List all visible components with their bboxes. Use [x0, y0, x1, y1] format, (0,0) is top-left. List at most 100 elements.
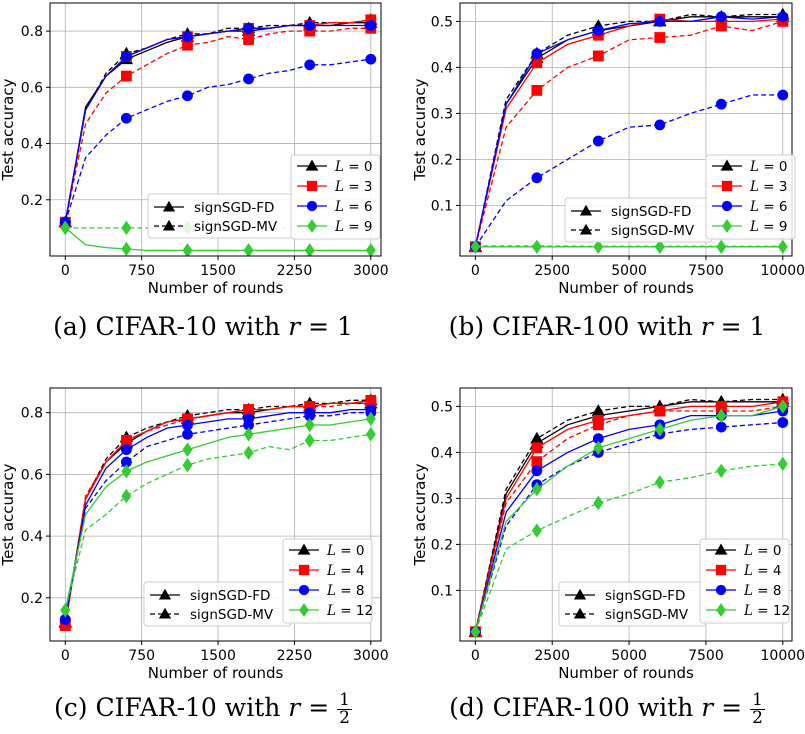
- series-line: [474, 18, 783, 247]
- caption-r-symbol: r: [701, 693, 714, 722]
- circle-marker: [715, 421, 727, 433]
- legend-box: [282, 538, 373, 624]
- caption-dataset: CIFAR-10: [95, 693, 217, 722]
- y-tick-label: 0.5: [431, 399, 453, 415]
- legend-levels: L = 0L = 4L = 8L = 12: [699, 538, 790, 624]
- diamond-marker: [593, 495, 604, 511]
- legend-equals: =: [344, 219, 364, 235]
- series-line: [474, 421, 783, 632]
- diamond-marker: [304, 243, 315, 256]
- legend-math-symbol: L: [743, 603, 753, 619]
- series-line: [64, 402, 371, 626]
- circle-marker: [531, 465, 543, 477]
- legend-equals: =: [336, 563, 356, 579]
- diamond-marker: [304, 417, 315, 433]
- caption-equals: =: [720, 312, 742, 341]
- legend-levels: L = 0L = 4L = 8L = 12: [282, 538, 373, 624]
- triangle-marker: [162, 200, 176, 212]
- circle-marker: [243, 73, 255, 85]
- series-line: [474, 398, 783, 632]
- fraction-numerator: 1: [337, 690, 352, 710]
- x-tick-label: 5000: [611, 263, 647, 279]
- legend-label: L = 6: [334, 199, 372, 215]
- axes-frame: [49, 387, 382, 642]
- legend-label: L = 12: [326, 603, 373, 619]
- fraction-denominator: 2: [752, 708, 763, 728]
- x-tick-label: 10000: [761, 263, 805, 279]
- circle-marker: [182, 31, 193, 43]
- x-tick-label: 3000: [353, 263, 389, 279]
- caption-prefix: (b): [448, 312, 485, 341]
- series-line: [64, 418, 371, 611]
- circle-marker: [365, 20, 377, 31]
- diamond-marker: [716, 408, 727, 423]
- legend-label: L = 3: [334, 179, 372, 195]
- axes-frame: [459, 2, 793, 257]
- x-tick-label: 2250: [277, 263, 313, 279]
- legend-equals: =: [336, 543, 356, 559]
- legend-equals: =: [759, 199, 779, 215]
- x-axis-label: Number of rounds: [558, 279, 694, 297]
- x-tick-label: 0: [471, 648, 480, 664]
- circle-marker: [182, 419, 193, 431]
- legend-value: 0: [364, 159, 373, 175]
- legend-math-symbol: L: [334, 199, 344, 215]
- diamond-marker: [182, 243, 193, 256]
- legend-label: signSGD-MV: [190, 607, 274, 623]
- caption-with: with: [224, 693, 281, 722]
- legend-value: 12: [773, 603, 790, 619]
- diamond-marker: [243, 427, 254, 442]
- legend-box: [699, 538, 790, 624]
- chart-panel: 0 2500 5000 7500 10000 0.1 0.2 0.3 0.4 0.5 Number …: [411, 2, 805, 297]
- x-tick-label: 0: [61, 648, 70, 664]
- diamond-marker: [121, 241, 132, 256]
- x-tick-label: 750: [128, 263, 155, 279]
- legend-value: 6: [779, 199, 788, 215]
- diamond-marker: [716, 463, 727, 479]
- fraction-numerator: 1: [750, 690, 765, 710]
- diamond-marker: [654, 422, 665, 437]
- legend-box: [290, 154, 381, 240]
- diamond-marker: [531, 523, 542, 538]
- diamond-marker: [299, 603, 309, 617]
- legend-equals: =: [344, 159, 364, 175]
- x-axis-label: Number of rounds: [148, 279, 284, 297]
- y-tick-label: 0.1: [431, 198, 453, 214]
- caption-r-value: 1: [337, 312, 353, 341]
- caption-dataset: CIFAR-10: [95, 312, 217, 341]
- legend-equals: =: [753, 543, 773, 559]
- series-line: [474, 20, 783, 247]
- legend-value: 8: [356, 583, 365, 599]
- axes-frame: [459, 387, 793, 642]
- y-tick-label: 0.1: [431, 583, 453, 599]
- diamond-marker: [470, 624, 481, 640]
- legend-equals: =: [344, 179, 364, 195]
- square-marker: [306, 180, 318, 192]
- x-axis-label: Number of rounds: [558, 664, 694, 682]
- circle-marker: [120, 51, 132, 62]
- diamond-marker: [470, 239, 481, 255]
- x-tick-label: 7500: [688, 648, 724, 664]
- diamond-marker: [777, 456, 788, 472]
- legend-equals: =: [753, 583, 773, 599]
- square-marker: [531, 456, 543, 468]
- y-tick-label: 0.4: [431, 445, 453, 461]
- square-marker: [715, 564, 727, 576]
- legend-value: 0: [773, 543, 782, 559]
- legend-label: L = 8: [326, 583, 364, 599]
- legend-math-symbol: L: [749, 179, 759, 195]
- series-line: [64, 412, 371, 620]
- legend-value: 9: [364, 219, 373, 235]
- legend-label: L = 0: [334, 159, 372, 175]
- legend-label: signSGD-FD: [190, 588, 270, 604]
- caption-dataset: CIFAR-100: [492, 693, 630, 722]
- circle-marker: [182, 428, 193, 440]
- square-marker: [592, 50, 604, 62]
- diamond-marker: [365, 427, 376, 442]
- series-line: [64, 399, 371, 623]
- legend-math-symbol: L: [334, 179, 344, 195]
- legend-label: signSGD-FD: [611, 204, 691, 220]
- legend-label: L = 12: [743, 603, 790, 619]
- square-marker: [120, 70, 132, 82]
- diamond-marker: [182, 442, 193, 457]
